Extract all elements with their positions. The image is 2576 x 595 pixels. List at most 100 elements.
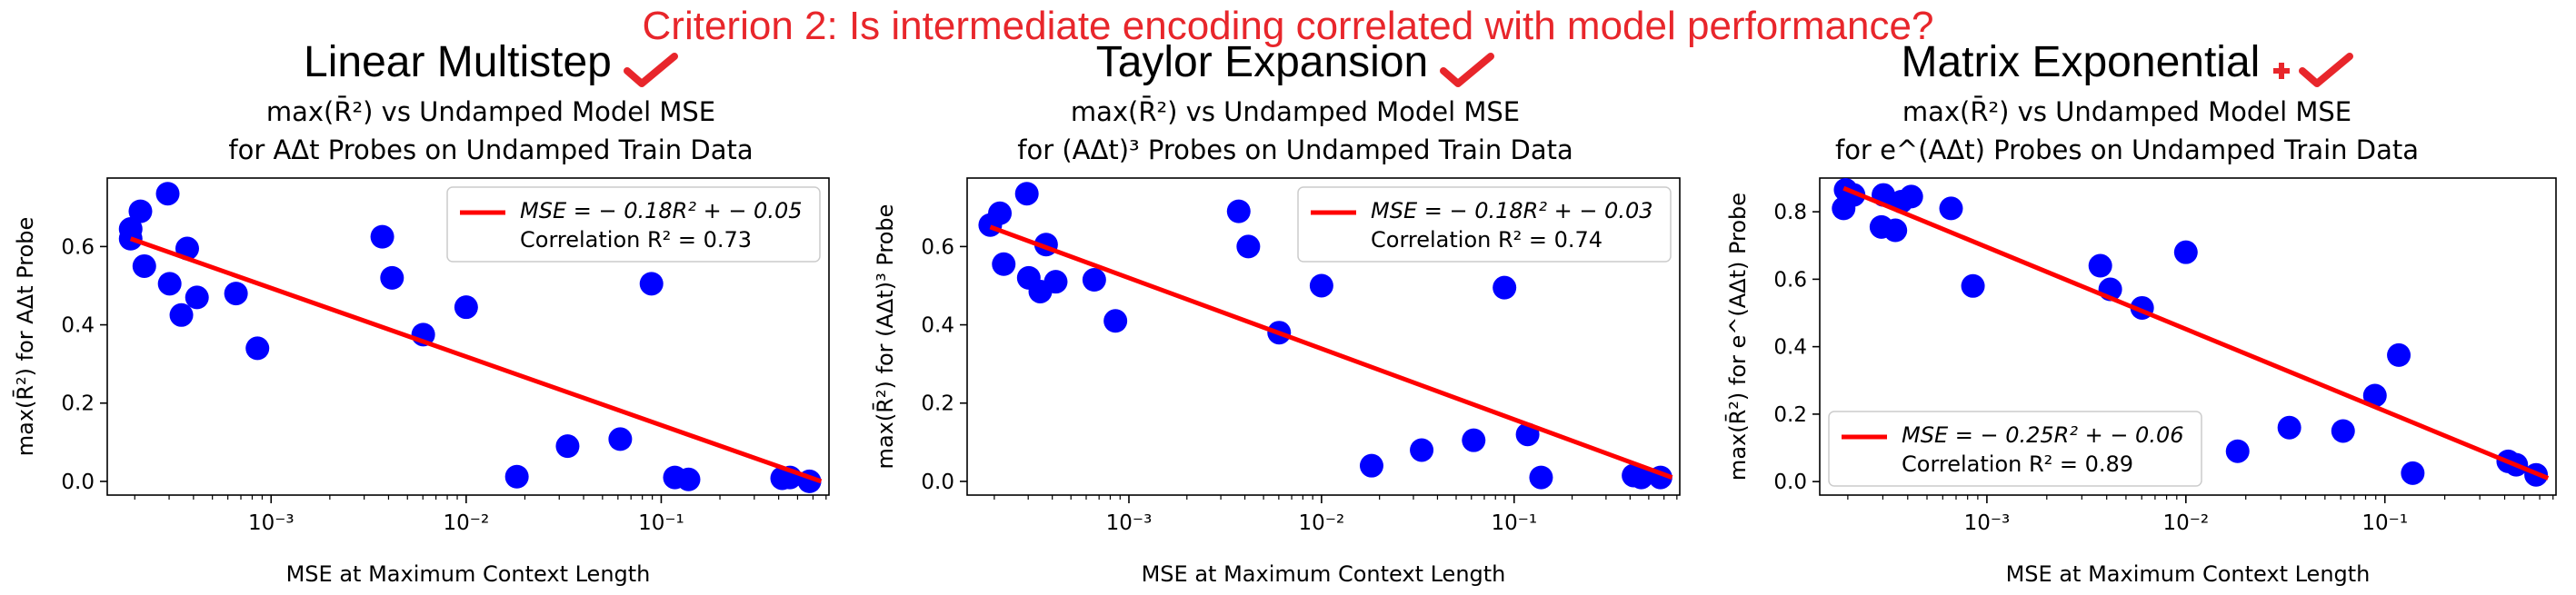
data-point	[1236, 234, 1261, 259]
fit-line	[1842, 185, 2550, 481]
y-axis-label: max(R̄²) for AΔt Probe	[12, 217, 38, 457]
data-point	[454, 295, 478, 320]
y-tick-label: 0.4	[61, 314, 95, 338]
y-tick-label: 0.4	[921, 314, 954, 338]
y-tick-label: 0.6	[1773, 268, 1807, 292]
subtitle-line-2: for AΔt Probes on Undamped Train Data	[228, 134, 754, 165]
legend-equation: MSE = − 0.18R² + − 0.03	[1371, 198, 1653, 223]
panel-header-linear-multistep: Linear Multistep max(R̄²) vs Undamped Mo…	[105, 36, 877, 169]
data-point	[2277, 415, 2301, 440]
data-point	[1410, 438, 1434, 462]
subtitle-line-2: for (AΔt)³ Probes on Undamped Train Data	[1017, 134, 1573, 165]
legend: MSE = − 0.18R² + − 0.05 Correlation R² = …	[446, 186, 821, 263]
data-point	[1961, 273, 1985, 298]
data-point	[608, 427, 633, 451]
check-icon	[623, 52, 678, 93]
plot-frame	[106, 177, 830, 496]
y-tick-label: 0.2	[1773, 403, 1807, 427]
subtitle-line-2: for e^(AΔt) Probes on Undamped Train Dat…	[1834, 134, 2419, 165]
check-icon	[2298, 52, 2353, 93]
y-axis-label: max(R̄²) for (AΔt)³ Probe	[872, 204, 898, 470]
subtitle-line-1: max(R̄²) vs Undamped Model MSE	[1070, 95, 1521, 127]
chart-3: 0.0 0.2 0.4 0.6 0.8 10⁻³ 10⁻² 10⁻¹ MSE at Maximu…	[1724, 177, 2557, 587]
data-point	[128, 199, 153, 223]
data-point	[2401, 461, 2425, 485]
chart-2: 0.0 0.2 0.4 0.6 10⁻³ 10⁻² 10⁻¹ MSE at Maximum C…	[872, 177, 1681, 587]
data-point	[1103, 309, 1128, 333]
method-title: Matrix Exponential	[1901, 38, 2261, 86]
method-title: Taylor Expansion	[1095, 38, 1429, 86]
data-point	[380, 265, 404, 290]
x-tick-label: 10⁻²	[444, 511, 490, 535]
data-point	[504, 464, 529, 489]
legend-box	[1828, 411, 2202, 487]
data-point	[155, 182, 180, 206]
method-title: Linear Multistep	[304, 38, 612, 86]
data-point	[1309, 273, 1333, 298]
x-tick-label: 10⁻²	[2162, 511, 2209, 535]
legend: MSE = − 0.18R² + − 0.03 Correlation R² = …	[1297, 186, 1672, 263]
data-point	[639, 272, 664, 296]
data-point	[1462, 428, 1486, 452]
data-point	[157, 272, 182, 296]
legend-box	[1297, 186, 1672, 263]
x-tick-label: 10⁻³	[1964, 511, 2011, 535]
x-tick-label: 10⁻²	[1299, 511, 1345, 535]
chart-1: 0.0 0.2 0.4 0.6 10⁻³ 10⁻² 10⁻¹ MSE at Maximum C…	[12, 177, 830, 587]
y-axis-label: max(R̄²) for e^(AΔt) Probe	[1724, 193, 1751, 481]
data-point	[555, 434, 580, 459]
x-axis-label: MSE at Maximum Context Length	[286, 561, 651, 587]
legend: MSE = − 0.25R² + − 0.06 Correlation R² = …	[1828, 411, 2202, 487]
data-point	[2173, 240, 2198, 264]
data-point	[118, 217, 143, 242]
data-point	[992, 252, 1016, 276]
figure-title: Criterion 2: Is intermediate encoding co…	[642, 4, 1934, 48]
plus-icon	[2271, 61, 2291, 84]
data-point	[132, 253, 156, 278]
data-point	[1082, 268, 1106, 293]
data-point	[1226, 199, 1251, 223]
data-point	[1493, 275, 1517, 300]
x-tick-label: 10⁻¹	[638, 511, 684, 535]
x-tick-label: 10⁻³	[248, 511, 295, 535]
data-point	[2362, 383, 2387, 408]
data-point	[370, 224, 394, 249]
legend-correlation: Correlation R² = 0.74	[1371, 227, 1603, 253]
data-point	[2088, 253, 2112, 278]
x-axis-label: MSE at Maximum Context Length	[1142, 561, 1506, 587]
x-tick-label: 10⁻¹	[1491, 511, 1537, 535]
data-point	[988, 201, 1013, 225]
x-axis-label: MSE at Maximum Context Length	[2006, 561, 2371, 587]
fit-line	[989, 224, 1673, 480]
legend-equation: MSE = − 0.25R² + − 0.06	[1902, 422, 2184, 448]
y-tick-label: 0.0	[921, 471, 954, 494]
fit-line	[129, 236, 823, 484]
y-tick-label: 0.2	[61, 392, 95, 416]
y-tick-label: 0.6	[921, 235, 954, 259]
y-tick-label: 0.0	[1773, 471, 1807, 494]
panel-header-taylor-expansion: Taylor Expansion max(R̄²) vs Undamped Mo…	[909, 36, 1682, 169]
data-point	[1043, 270, 1068, 294]
data-point	[676, 467, 701, 491]
data-point	[1359, 453, 1383, 478]
data-point	[185, 285, 209, 310]
data-point	[1014, 182, 1039, 206]
data-point	[224, 282, 248, 306]
x-tick-label: 10⁻¹	[2361, 511, 2408, 535]
panel-header-matrix-exponential: Matrix Exponential max(R̄²) vs Undamped …	[1741, 36, 2513, 169]
data-point	[1529, 465, 1553, 490]
legend-box	[446, 186, 821, 263]
subtitle-line-1: max(R̄²) vs Undamped Model MSE	[265, 95, 716, 127]
y-tick-label: 0.6	[61, 235, 95, 259]
data-point	[1883, 218, 1908, 243]
data-point	[1629, 465, 1653, 490]
data-point	[2387, 342, 2411, 367]
data-point	[245, 336, 270, 361]
y-tick-label: 0.4	[1773, 336, 1807, 360]
data-point	[169, 302, 194, 327]
legend-correlation: Correlation R² = 0.89	[1902, 451, 2133, 477]
y-tick-label: 0.8	[1773, 201, 1807, 224]
legend-correlation: Correlation R² = 0.73	[520, 227, 752, 253]
plot-frame	[966, 177, 1681, 496]
